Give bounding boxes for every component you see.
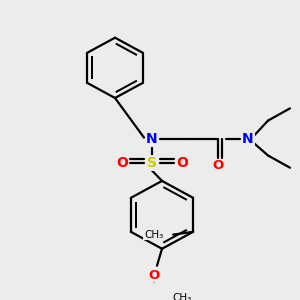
Text: CH₃: CH₃	[144, 230, 163, 240]
Text: CH₃: CH₃	[172, 293, 191, 300]
Text: O: O	[148, 268, 160, 282]
Text: N: N	[146, 133, 158, 146]
Text: O: O	[212, 159, 224, 172]
Text: O: O	[176, 156, 188, 170]
Text: N: N	[242, 133, 254, 146]
Text: S: S	[147, 156, 157, 170]
Text: O: O	[116, 156, 128, 170]
